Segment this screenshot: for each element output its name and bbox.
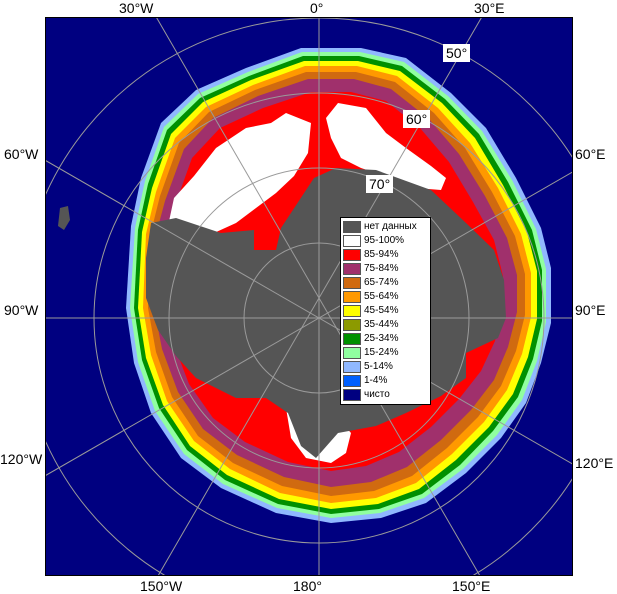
lon-label-180: 180°	[293, 578, 322, 594]
legend-label: чисто	[364, 389, 390, 400]
legend-item: 55-64%	[343, 290, 428, 303]
legend-label: 55-64%	[364, 291, 399, 302]
legend-label: 15-24%	[364, 347, 399, 358]
legend-swatch	[343, 276, 361, 289]
legend-swatch	[343, 234, 361, 247]
lon-label-30e: 30°E	[474, 0, 505, 16]
ice-band-95-100-east	[326, 103, 446, 190]
legend-label: 25-34%	[364, 333, 399, 344]
legend-swatch	[343, 374, 361, 387]
legend-swatch	[343, 220, 361, 233]
lon-label-60w: 60°W	[4, 146, 39, 162]
lon-label-150e: 150°E	[452, 578, 491, 594]
legend-swatch	[343, 332, 361, 345]
legend-label: 45-54%	[364, 305, 399, 316]
legend-swatch	[343, 290, 361, 303]
legend-item: 65-74%	[343, 276, 428, 289]
legend-item: 5-14%	[343, 360, 428, 373]
legend-label: 1-4%	[364, 375, 388, 386]
sea-ice-map	[46, 18, 572, 575]
legend-swatch	[343, 388, 361, 401]
graticule	[46, 18, 572, 575]
lon-label-60e: 60°E	[575, 146, 606, 162]
lon-label-0: 0°	[310, 0, 324, 16]
legend-item: 35-44%	[343, 318, 428, 331]
legend-item: чисто	[343, 388, 428, 401]
legend-swatch	[343, 318, 361, 331]
legend-item: 95-100%	[343, 234, 428, 247]
lon-label-150w: 150°W	[140, 578, 183, 594]
lon-label-120w: 120°W	[0, 451, 43, 467]
legend-label: 5-14%	[364, 361, 393, 372]
lat-label-60: 60°	[403, 110, 431, 128]
legend-label: 95-100%	[364, 235, 405, 246]
legend-swatch	[343, 360, 361, 373]
legend-label: 75-84%	[364, 263, 399, 274]
legend-item: 25-34%	[343, 332, 428, 345]
legend-item: нет данных	[343, 220, 428, 233]
legend-item: 85-94%	[343, 248, 428, 261]
lon-label-90e: 90°E	[575, 302, 606, 318]
map-frame	[45, 17, 573, 576]
legend-item: 1-4%	[343, 374, 428, 387]
lon-label-30w: 30°W	[119, 0, 154, 16]
ice-band-95-100-west	[168, 113, 311, 233]
legend-swatch	[343, 346, 361, 359]
meridian-150	[157, 18, 482, 575]
legend-swatch	[343, 304, 361, 317]
legend-label: 85-94%	[364, 249, 399, 260]
lon-label-120e: 120°E	[575, 455, 614, 471]
legend-item: 15-24%	[343, 346, 428, 359]
legend-label: 35-44%	[364, 319, 399, 330]
lat-label-50: 50°	[443, 44, 471, 62]
legend-swatch	[343, 262, 361, 275]
legend-item: 45-54%	[343, 304, 428, 317]
legend-swatch	[343, 248, 361, 261]
south-america-land-tip	[58, 206, 70, 230]
legend-label: нет данных	[364, 221, 417, 232]
legend-item: 75-84%	[343, 262, 428, 275]
lat-label-70: 70°	[366, 175, 394, 193]
lon-label-90w: 90°W	[4, 302, 39, 318]
meridian-120	[46, 171, 572, 476]
legend-label: 65-74%	[364, 277, 399, 288]
legend: нет данных 95-100% 85-94% 75-84% 65-74% 55-64…	[340, 217, 431, 405]
